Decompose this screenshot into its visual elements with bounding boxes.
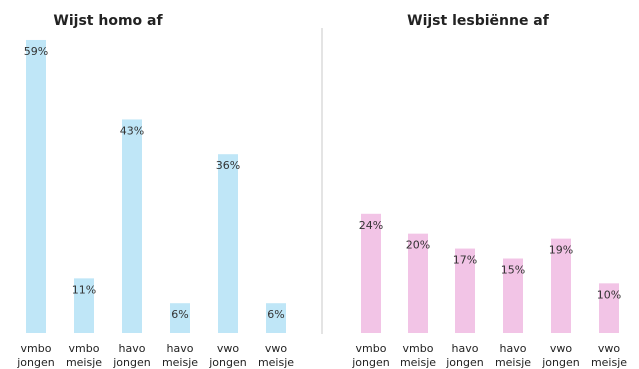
bar-lesbienne-vwo-meisje (599, 283, 619, 333)
bar-homo-havo-meisje (170, 303, 190, 333)
data-label-lesbienne-vwo-meisje: 10% (597, 288, 621, 301)
x-label-homo-havo-jongen-level: havo (119, 342, 146, 355)
bar-homo-vmbo-jongen (26, 39, 46, 333)
chart-title-homo: Wijst homo af (53, 13, 163, 29)
data-label-lesbienne-havo-jongen: 17% (453, 254, 477, 267)
chart-lesbienne: Wijst lesbiënne af 24%vmbojongen20%vmbom… (351, 13, 627, 369)
x-label-lesbienne-havo-jongen-level: havo (452, 342, 479, 355)
x-label-homo-havo-meisje-level: havo (167, 342, 194, 355)
bar-lesbienne-havo-jongen (455, 248, 475, 333)
data-label-lesbienne-havo-meisje: 15% (501, 264, 525, 277)
x-label-lesbienne-vwo-meisje-gender: meisje (591, 356, 627, 369)
x-label-lesbienne-vwo-jongen-level: vwo (550, 342, 573, 355)
x-label-lesbienne-vmbo-meisje-level: vmbo (403, 342, 434, 355)
x-label-lesbienne-vmbo-jongen-level: vmbo (356, 342, 387, 355)
x-label-homo-vmbo-jongen-gender: jongen (16, 356, 55, 369)
x-label-lesbienne-vwo-jongen-gender: jongen (541, 356, 580, 369)
data-label-lesbienne-vmbo-meisje: 20% (406, 239, 430, 252)
bar-lesbienne-vwo-jongen (551, 238, 571, 333)
x-label-homo-vmbo-meisje-level: vmbo (69, 342, 100, 355)
data-label-homo-havo-jongen: 43% (120, 124, 144, 137)
data-label-homo-vwo-jongen: 36% (216, 159, 240, 172)
x-label-lesbienne-vmbo-meisje-gender: meisje (400, 356, 436, 369)
bar-lesbienne-vmbo-jongen (361, 213, 381, 333)
x-label-homo-vmbo-meisje-gender: meisje (66, 356, 102, 369)
bar-homo-vmbo-meisje (74, 278, 94, 333)
bar-homo-vwo-jongen (218, 154, 238, 333)
x-label-homo-vwo-meisje-gender: meisje (258, 356, 294, 369)
data-label-homo-vmbo-jongen: 59% (24, 45, 48, 58)
x-label-homo-vwo-jongen-level: vwo (217, 342, 240, 355)
chart-homo: Wijst homo af 59%vmbojongen11%vmbomeisje… (16, 13, 294, 369)
x-label-lesbienne-havo-meisje-level: havo (500, 342, 527, 355)
data-label-homo-vmbo-meisje: 11% (72, 283, 96, 296)
bar-homo-vwo-meisje (266, 303, 286, 333)
x-label-homo-havo-meisje-gender: meisje (162, 356, 198, 369)
x-label-homo-vmbo-jongen-level: vmbo (21, 342, 52, 355)
data-label-lesbienne-vwo-jongen: 19% (549, 244, 573, 257)
chart-title-lesbienne: Wijst lesbiënne af (407, 13, 550, 29)
x-label-homo-vwo-meisje-level: vwo (265, 342, 288, 355)
bar-lesbienne-havo-meisje (503, 258, 523, 333)
bar-homo-havo-jongen (122, 119, 142, 333)
x-label-homo-havo-jongen-gender: jongen (112, 356, 151, 369)
x-label-lesbienne-vwo-meisje-level: vwo (598, 342, 621, 355)
data-label-lesbienne-vmbo-jongen: 24% (359, 219, 383, 232)
x-label-lesbienne-vmbo-jongen-gender: jongen (351, 356, 390, 369)
x-label-lesbienne-havo-meisje-gender: meisje (495, 356, 531, 369)
data-label-homo-vwo-meisje: 6% (267, 308, 284, 321)
x-label-lesbienne-havo-jongen-gender: jongen (445, 356, 484, 369)
x-label-homo-vwo-jongen-gender: jongen (208, 356, 247, 369)
bar-lesbienne-vmbo-meisje (408, 233, 428, 333)
data-label-homo-havo-meisje: 6% (171, 308, 188, 321)
